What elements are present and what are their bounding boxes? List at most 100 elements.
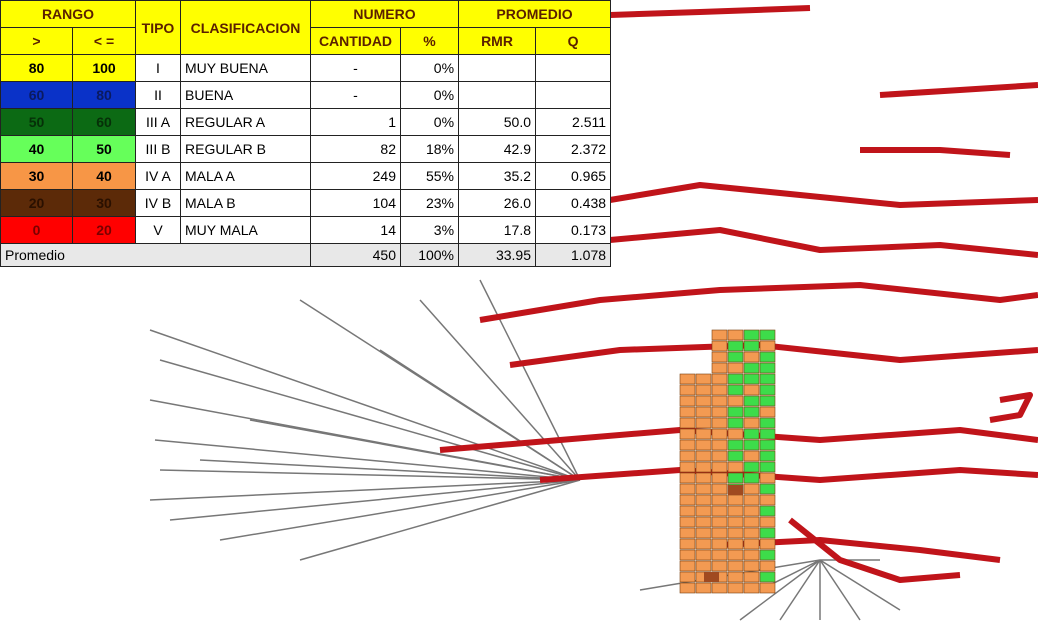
block-cell xyxy=(743,384,760,396)
block-cell xyxy=(743,450,760,462)
block-cell xyxy=(711,406,728,418)
table-cell: 14 xyxy=(310,216,401,244)
block-cell xyxy=(711,395,728,407)
block-cell xyxy=(695,395,712,407)
block-cell xyxy=(743,351,760,363)
table-cell: 40 xyxy=(72,162,136,190)
table-cell xyxy=(535,81,612,109)
block-cell xyxy=(679,560,696,572)
table-cell: 100 xyxy=(72,54,136,82)
table-cell: 60 xyxy=(0,81,73,109)
block-cell xyxy=(711,362,728,374)
drill-hole xyxy=(159,359,581,481)
drill-hole xyxy=(299,299,581,481)
block-cell xyxy=(711,494,728,506)
block-cell xyxy=(711,538,728,550)
block-cell xyxy=(679,494,696,506)
block-cell xyxy=(743,483,760,495)
table-cell: 3% xyxy=(399,216,460,244)
table-cell: 0% xyxy=(399,54,460,82)
block-cell xyxy=(695,406,712,418)
block-cell xyxy=(679,527,696,539)
table-cell: RANGO xyxy=(0,0,136,28)
block-cell xyxy=(711,582,728,594)
block-cell xyxy=(727,395,744,407)
block-cell xyxy=(679,450,696,462)
table-cell: 80 xyxy=(72,81,136,109)
block-cell xyxy=(743,505,760,517)
block-cell xyxy=(679,538,696,550)
block-cell xyxy=(679,571,696,583)
block-cell xyxy=(743,373,760,385)
block-cell xyxy=(727,494,744,506)
block-cell xyxy=(759,549,776,561)
table-cell: 2.372 xyxy=(535,135,612,163)
drill-hole xyxy=(739,559,821,621)
block-cell xyxy=(727,472,744,484)
block-cell xyxy=(727,362,744,374)
block-cell xyxy=(711,560,728,572)
table-cell: 2.511 xyxy=(535,108,612,136)
table-cell: 50 xyxy=(0,108,73,136)
block-cell xyxy=(727,406,744,418)
tunnel xyxy=(788,517,961,583)
block-cell xyxy=(679,472,696,484)
block-cell xyxy=(759,395,776,407)
block-cell xyxy=(711,340,728,352)
table-cell xyxy=(535,54,612,82)
table-row: 0 20 V MUY MALA 14 3% 17.8 0.173 xyxy=(0,216,612,244)
table-cell: RMR xyxy=(458,27,537,55)
tunnel xyxy=(860,147,1011,158)
table-cell: 20 xyxy=(72,216,136,244)
block-cell xyxy=(711,527,728,539)
block-cell xyxy=(679,395,696,407)
block-cell xyxy=(679,461,696,473)
table-cell: 40 xyxy=(0,135,73,163)
block-cell xyxy=(743,472,760,484)
table-cell xyxy=(458,81,537,109)
block-cell xyxy=(727,516,744,528)
table-cell: - xyxy=(310,54,401,82)
table-cell: MUY BUENA xyxy=(180,54,311,82)
block-cell xyxy=(711,505,728,517)
block-cell xyxy=(743,395,760,407)
block-cell xyxy=(743,461,760,473)
block-cell xyxy=(727,461,744,473)
tunnel xyxy=(539,467,1038,483)
drill-hole xyxy=(299,479,581,561)
table-row: Promedio 450 100% 33.95 1.078 xyxy=(0,243,612,267)
table-cell: V xyxy=(135,216,181,244)
block-cell xyxy=(679,483,696,495)
block-cell xyxy=(759,483,776,495)
table-row: 50 60 III A REGULAR A 1 0% 50.0 2.511 xyxy=(0,108,612,136)
block-cell xyxy=(743,527,760,539)
table-row: 80 100 I MUY BUENA -0% xyxy=(0,54,612,82)
block-cell xyxy=(727,417,744,429)
drill-hole xyxy=(819,559,861,621)
table-cell: IV A xyxy=(135,162,181,190)
table-cell: 50.0 xyxy=(458,108,537,136)
block-cell xyxy=(727,384,744,396)
block-cell xyxy=(727,538,744,550)
table-cell: > xyxy=(0,27,73,55)
block-cell xyxy=(759,527,776,539)
table-cell: NUMERO xyxy=(309,0,460,28)
block-cell xyxy=(759,362,776,374)
drill-hole xyxy=(159,469,581,481)
block-cell xyxy=(695,549,712,561)
table-cell: 0.965 xyxy=(535,162,612,190)
table-cell: 80 xyxy=(0,54,73,82)
table-cell: III B xyxy=(135,135,181,163)
table-cell: CLASIFICACION xyxy=(180,0,311,55)
drill-hole xyxy=(154,439,581,481)
table-cell: Q xyxy=(535,27,612,55)
block-cell xyxy=(727,505,744,517)
table-cell: 450 xyxy=(310,243,401,267)
block-cell xyxy=(695,417,712,429)
block-cell xyxy=(695,483,712,495)
block-cell xyxy=(743,549,760,561)
block-cell xyxy=(743,329,760,341)
table-cell: I xyxy=(135,54,181,82)
table-cell: 50 xyxy=(72,135,136,163)
table-cell: 1.078 xyxy=(535,243,612,267)
